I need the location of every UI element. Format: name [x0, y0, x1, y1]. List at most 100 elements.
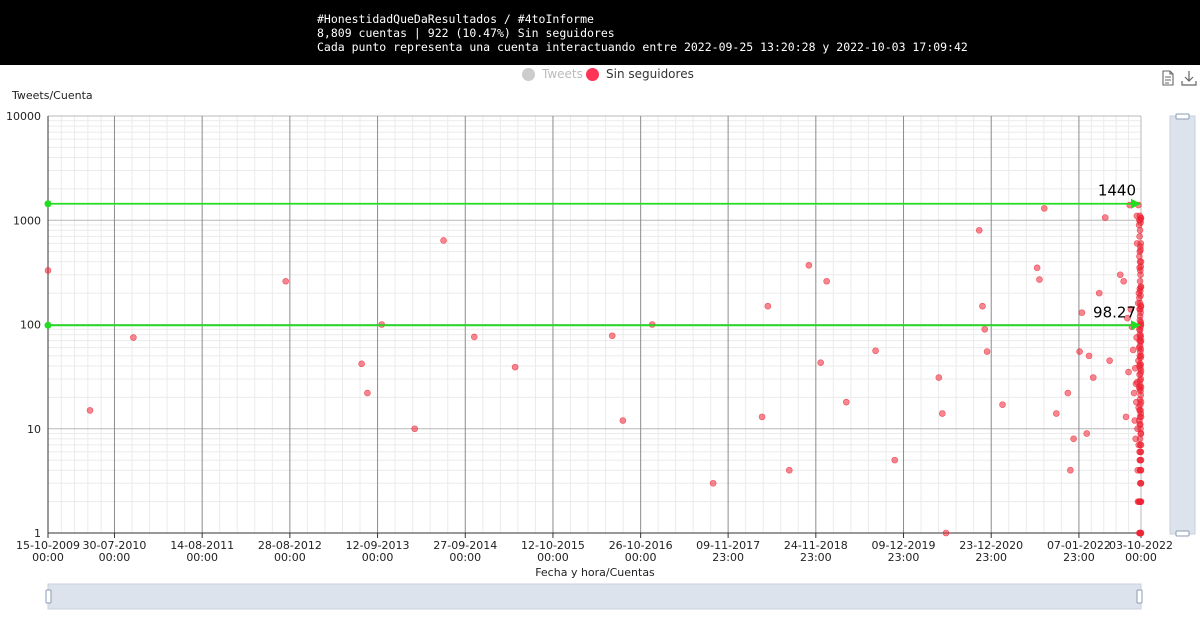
x-tick-label-date: 09-12-2019: [872, 539, 936, 552]
legend: Tweets Sin seguidores: [0, 67, 1200, 85]
legend-sin-seguidores-label: Sin seguidores: [606, 67, 694, 81]
y-tick-label: 1000: [13, 214, 41, 227]
x-tick-label-date: 28-08-2012: [258, 539, 322, 552]
legend-item-sin-seguidores[interactable]: Sin seguidores: [586, 67, 694, 81]
axes: 11010010001000015-10-200900:0030-07-2010…: [6, 110, 1173, 564]
data-point: [1136, 233, 1143, 240]
data-point: [1041, 205, 1048, 212]
data-point: [1089, 374, 1097, 381]
y-slider-handle-bottom[interactable]: [1175, 530, 1190, 537]
y-zoom-slider[interactable]: [1169, 113, 1196, 537]
legend-item-tweets[interactable]: Tweets: [522, 67, 583, 81]
y-tick-label: 1: [34, 527, 41, 540]
x-tick-label-time: 00:00: [362, 551, 394, 564]
data-point: [1137, 352, 1145, 360]
y-axis-title: Tweets/Cuenta: [11, 89, 93, 102]
data-point: [942, 529, 950, 537]
data-point: [1137, 430, 1145, 437]
data-point: [44, 267, 52, 274]
data-point: [1120, 277, 1127, 285]
data-point: [1137, 391, 1145, 399]
x-slider-handle-left[interactable]: [45, 589, 52, 604]
data-point: [608, 332, 616, 340]
x-zoom-slider[interactable]: [45, 583, 1143, 610]
data-point: [1078, 309, 1086, 316]
y-slider-track[interactable]: [1169, 115, 1196, 535]
x-tick-label-date: 30-07-2010: [82, 539, 146, 552]
x-axis-title: Fecha y hora/Cuentas: [535, 566, 655, 579]
title-hashtags: #HonestidadQueDaResultados / #4toInforme: [317, 12, 594, 26]
chart-title: #HonestidadQueDaResultados / #4toInforme…: [0, 0, 1200, 65]
data-point: [842, 398, 850, 406]
x-tick-label-date: 09-11-2017: [696, 539, 760, 552]
data-point: [1137, 345, 1145, 353]
markline-label: 1440: [1098, 182, 1136, 200]
data-point: [1053, 410, 1060, 417]
save-image-icon[interactable]: [1181, 70, 1197, 86]
data-point: [1136, 227, 1144, 234]
data-point: [1033, 264, 1041, 272]
y-tick-label: 10: [27, 423, 41, 436]
x-tick-label-date: 12-10-2015: [521, 539, 585, 552]
data-point: [1137, 283, 1145, 291]
data-view-icon[interactable]: [1161, 70, 1175, 86]
data-point: [979, 302, 986, 310]
x-tick-label-date: 15-10-2009: [16, 539, 80, 552]
data-point: [1137, 292, 1144, 299]
data-point: [981, 325, 989, 333]
toolbox: [1161, 70, 1197, 88]
data-point: [1136, 435, 1144, 443]
data-point: [1083, 430, 1091, 437]
y-slider-handle-top[interactable]: [1175, 113, 1190, 120]
data-point: [891, 456, 899, 464]
markline-start-marker: [44, 200, 52, 208]
x-tick-label-time: 00:00: [1125, 551, 1157, 564]
x-tick-label-date: 27-09-2014: [433, 539, 497, 552]
x-tick-label-time: 23:00: [888, 551, 920, 564]
markline-arrow-marker: [1131, 198, 1141, 209]
data-point: [758, 413, 766, 421]
x-tick-label-time: 00:00: [274, 551, 306, 564]
data-point: [1137, 367, 1145, 375]
data-point: [1122, 413, 1130, 421]
x-tick-label-date: 14-08-2011: [170, 539, 234, 552]
data-point: [823, 277, 830, 285]
data-point: [364, 389, 371, 397]
x-tick-label-time: 00:00: [449, 551, 481, 564]
x-tick-label-time: 00:00: [537, 551, 569, 564]
data-point: [1064, 389, 1072, 397]
data-point: [1067, 466, 1074, 474]
data-point: [1136, 277, 1144, 285]
x-slider-track[interactable]: [47, 583, 1142, 610]
data-point: [983, 348, 991, 355]
data-point: [785, 466, 793, 474]
data-point: [1137, 456, 1145, 464]
x-tick-label-date: 24-11-2018: [784, 539, 848, 552]
data-point: [511, 363, 519, 371]
x-tick-label-time: 23:00: [1063, 551, 1095, 564]
data-point: [1137, 479, 1145, 487]
minor-grid: [48, 116, 1141, 533]
data-point: [1137, 337, 1145, 344]
data-point: [1137, 448, 1145, 456]
data-point: [1036, 276, 1043, 283]
legend-tweets-label: Tweets: [542, 67, 583, 81]
x-tick-label-time: 23:00: [800, 551, 832, 564]
x-slider-handle-right[interactable]: [1136, 589, 1143, 604]
mark-lines: 1440 98.27: [44, 182, 1141, 331]
data-point: [1127, 305, 1135, 313]
data-point: [1095, 289, 1103, 297]
data-point: [1070, 435, 1077, 443]
data-point: [817, 359, 824, 367]
data-point: [411, 425, 419, 433]
data-point: [619, 417, 627, 424]
data-point: [470, 333, 478, 341]
x-tick-label-date: 07-01-2022: [1047, 539, 1111, 552]
data-point: [805, 261, 813, 269]
data-point: [938, 410, 946, 417]
legend-tweets-marker: [522, 67, 535, 81]
data-point: [1137, 498, 1145, 505]
data-point: [1137, 309, 1144, 316]
title-description: Cada punto representa una cuenta interac…: [317, 40, 968, 54]
